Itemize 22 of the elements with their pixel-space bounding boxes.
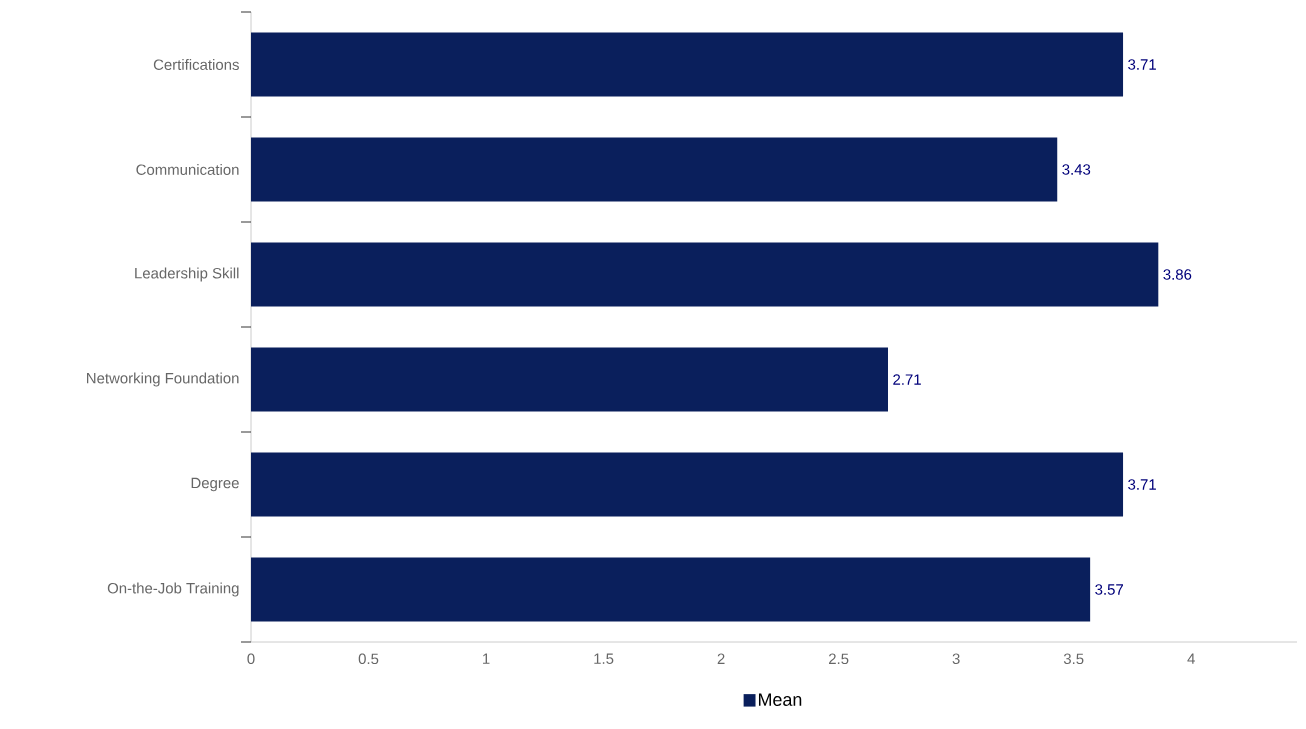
x-tick-label: 1 [483, 653, 490, 664]
data-label: 3.86 [1163, 269, 1192, 280]
data-label: 3.71 [1128, 479, 1156, 490]
y-tick-label: Certifications [153, 59, 239, 70]
data-label: 3.43 [1062, 164, 1091, 175]
data-label: 3.57 [1095, 584, 1123, 595]
x-tick-label: 2 [717, 653, 725, 664]
y-tick-label: Networking Foundation [87, 372, 239, 387]
data-label: 3.71 [1128, 59, 1156, 70]
y-tick-label: On-the-Job Training [107, 582, 239, 597]
x-tick-label: 3.5 [1063, 653, 1084, 665]
x-tick-label: 0.5 [358, 653, 379, 665]
y-tick-label: Degree [191, 477, 239, 492]
x-tick-label: 0 [247, 653, 255, 665]
x-tick-label: 1.5 [594, 653, 614, 664]
y-tick-label: Leadership Skill [135, 267, 239, 282]
data-label: 2.71 [893, 374, 921, 385]
x-tick-label: 4 [1187, 653, 1195, 664]
x-tick-label: 2.5 [829, 653, 849, 665]
x-tick-label: 3 [952, 653, 960, 665]
y-tick-label: Communication [136, 164, 239, 175]
legend-label: Mean [758, 693, 802, 706]
